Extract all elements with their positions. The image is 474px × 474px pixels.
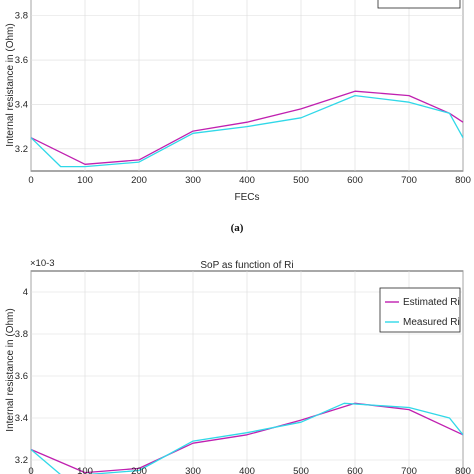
chart-a-grid bbox=[30, 0, 464, 171]
y-tick-label: 3.8 bbox=[15, 11, 28, 22]
x-tick-label: 500 bbox=[293, 175, 309, 186]
chart-a-y-axis-label: Internal resistance in (Ohm) bbox=[5, 23, 16, 146]
legend-label-measured: Measured Ri bbox=[403, 317, 460, 328]
x-tick-label: 600 bbox=[347, 466, 363, 474]
chart-b-y-axis-label: Internal resistance in (Ohm) bbox=[5, 308, 16, 431]
chart-a-x-axis-label: FECs bbox=[235, 192, 260, 203]
chart-b-y-ticks: 3.2 3.4 3.6 3.8 4 bbox=[15, 287, 28, 466]
chart-b-x-ticks: 0 100 200 300 400 500 600 700 800 bbox=[28, 466, 471, 474]
x-tick-label: 200 bbox=[131, 466, 147, 474]
x-tick-label: 100 bbox=[77, 466, 93, 474]
chart-a-subfigure-label: (a) bbox=[231, 222, 244, 234]
chart-a-series bbox=[30, 90, 464, 168]
chart-b-legend-box bbox=[379, 287, 461, 333]
y-tick-label: 3.2 bbox=[15, 455, 28, 466]
y-tick-label: 3.6 bbox=[15, 55, 28, 66]
y-tick-label: 3.4 bbox=[15, 99, 28, 110]
x-tick-label: 400 bbox=[239, 466, 255, 474]
x-tick-label: 300 bbox=[185, 466, 201, 474]
y-tick-label: 3.4 bbox=[15, 413, 28, 424]
chart-a-legend-box bbox=[377, 0, 461, 9]
x-tick-label: 800 bbox=[455, 466, 471, 474]
series-line-measured bbox=[30, 402, 464, 474]
y-tick-label: 3.6 bbox=[15, 371, 28, 382]
chart-b-exponent-label: ×10-3 bbox=[30, 258, 55, 269]
x-tick-label: 0 bbox=[28, 175, 33, 186]
x-tick-label: 800 bbox=[455, 175, 471, 186]
x-tick-label: 700 bbox=[401, 175, 417, 186]
y-tick-label: 3.8 bbox=[15, 329, 28, 340]
chart-b: SoP as function of Ri 0 100 200 300 400 500 60… bbox=[5, 258, 471, 474]
chart-a-x-ticks: 0 100 200 300 400 500 600 700 800 bbox=[28, 175, 471, 186]
x-tick-label: 300 bbox=[185, 175, 201, 186]
legend-label-estimated: Estimated Ri bbox=[403, 297, 460, 308]
chart-b-series bbox=[30, 402, 464, 474]
x-tick-label: 700 bbox=[401, 466, 417, 474]
chart-a: 0 100 200 300 400 500 600 700 800 3.2 3.4 3.6 3.8 F… bbox=[5, 0, 471, 234]
x-tick-label: 0 bbox=[28, 466, 33, 474]
x-tick-label: 400 bbox=[239, 175, 255, 186]
x-tick-label: 100 bbox=[77, 175, 93, 186]
chart-b-title: SoP as function of Ri bbox=[200, 260, 293, 271]
series-line-estimated bbox=[30, 90, 464, 165]
x-tick-label: 500 bbox=[293, 466, 309, 474]
y-tick-label: 4 bbox=[23, 287, 28, 298]
series-line-measured bbox=[30, 94, 464, 168]
x-tick-label: 600 bbox=[347, 175, 363, 186]
y-tick-label: 3.2 bbox=[15, 144, 28, 155]
chart-a-y-ticks: 3.2 3.4 3.6 3.8 bbox=[15, 11, 28, 155]
x-tick-label: 200 bbox=[131, 175, 147, 186]
series-line-estimated bbox=[30, 402, 464, 474]
chart-b-legend: Estimated Ri Measured Ri bbox=[379, 287, 461, 333]
